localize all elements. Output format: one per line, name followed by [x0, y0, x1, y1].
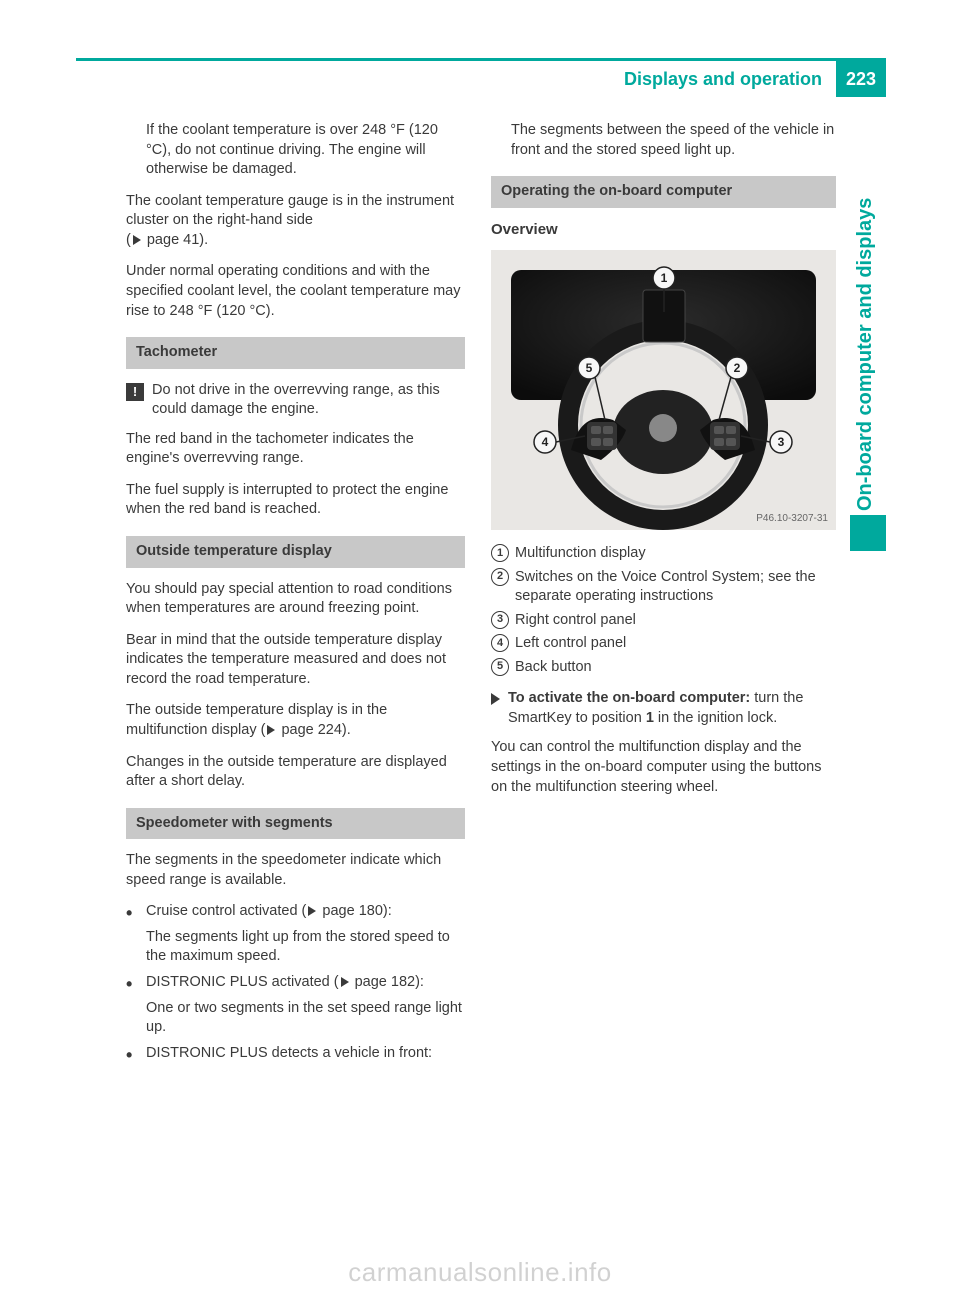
chapter-title: Displays and operation	[624, 61, 836, 97]
text-span: The segments light up from the stored sp…	[146, 929, 450, 965]
text-span: (( page 41). page 41).	[126, 232, 208, 248]
text-span: in the ignition lock.	[654, 710, 777, 726]
overview-subheading: Overview	[491, 220, 836, 240]
side-tab-marker	[850, 515, 886, 551]
control-paragraph: You can control the multifunction displa…	[491, 738, 836, 797]
page-ref-icon	[308, 906, 316, 916]
tach-fuel-text: The fuel supply is interrupted to protec…	[126, 481, 465, 520]
right-column: The segments between the speed of the ve…	[491, 121, 836, 1070]
outtemp-p1: You should pay special attention to road…	[126, 580, 465, 619]
legend-3: 3 Right control panel	[491, 611, 836, 631]
callout-icon: 5	[491, 658, 509, 676]
text-span: One or two segments in the set speed ran…	[146, 1000, 462, 1036]
bullet-text: DISTRONIC PLUS activated ( page 182): On…	[146, 973, 465, 1038]
side-tab: On-board computer and displays	[850, 161, 886, 551]
legend-5: 5 Back button	[491, 658, 836, 678]
speedo-continuation: The segments between the speed of the ve…	[491, 121, 836, 160]
svg-text:3: 3	[778, 435, 785, 449]
watermark: carmanualsonline.info	[348, 1257, 611, 1288]
bullet-text: DISTRONIC PLUS detects a vehicle in fron…	[146, 1044, 432, 1064]
content-columns: If the coolant temperature is over 248 °…	[76, 97, 886, 1070]
legend-1: 1 Multifunction display	[491, 544, 836, 564]
coolant-normal-text: Under normal operating conditions and wi…	[126, 262, 465, 321]
step-icon	[491, 693, 500, 705]
coolant-warning-text: If the coolant temperature is over 248 °…	[126, 121, 465, 180]
text-span: Cruise control activated (	[146, 903, 306, 919]
page-ref-icon	[267, 725, 275, 735]
text-bold: 1	[646, 710, 654, 726]
text-span: page 224).	[277, 722, 350, 738]
caution-note: ! Do not drive in the overrevving range,…	[126, 381, 465, 420]
operating-heading: Operating the on-board computer	[491, 176, 836, 208]
steering-wheel-svg: 1 2 3 4 5	[491, 250, 836, 530]
legend-text: Left control panel	[515, 634, 836, 654]
page-ref-icon	[133, 235, 141, 245]
callout-icon: 3	[491, 611, 509, 629]
text-span: DISTRONIC PLUS activated (	[146, 974, 339, 990]
caution-text: Do not drive in the overrevving range, a…	[152, 381, 465, 420]
bullet-distronic: • DISTRONIC PLUS activated ( page 182): …	[126, 973, 465, 1038]
legend-text: Right control panel	[515, 611, 836, 631]
bullet-distronic-front: • DISTRONIC PLUS detects a vehicle in fr…	[126, 1044, 465, 1064]
legend-text: Switches on the Voice Control System; se…	[515, 568, 836, 607]
outtemp-p4: Changes in the outside temperature are d…	[126, 753, 465, 792]
side-tab-label: On-board computer and displays	[854, 161, 882, 511]
tachometer-heading: Tachometer	[126, 337, 465, 369]
outtemp-p2: Bear in mind that the outside temperatur…	[126, 631, 465, 690]
bullet-icon: •	[126, 1046, 138, 1064]
callout-icon: 1	[491, 544, 509, 562]
left-column: If the coolant temperature is over 248 °…	[126, 121, 465, 1070]
svg-text:4: 4	[542, 435, 549, 449]
bullet-icon: •	[126, 975, 138, 993]
coolant-gauge-text: The coolant temperature gauge is in the …	[126, 192, 465, 251]
bullet-text: Cruise control activated ( page 180): Th…	[146, 902, 465, 967]
text-span: page 182):	[351, 974, 424, 990]
outtemp-p3: The outside temperature display is in th…	[126, 701, 465, 740]
tach-redband-text: The red band in the tachometer indicates…	[126, 430, 465, 469]
page-ref-icon	[341, 977, 349, 987]
caution-icon: !	[126, 383, 144, 401]
activate-step: To activate the on-board computer: turn …	[491, 689, 836, 728]
bullet-icon: •	[126, 904, 138, 922]
svg-text:2: 2	[734, 361, 741, 375]
text-span: page 180):	[318, 903, 391, 919]
legend-2: 2 Switches on the Voice Control System; s…	[491, 568, 836, 607]
page-frame: Displays and operation 223 On-board comp…	[76, 58, 886, 1246]
legend-4: 4 Left control panel	[491, 634, 836, 654]
page-header: Displays and operation 223	[76, 61, 886, 97]
speedo-p1: The segments in the speedometer indicate…	[126, 851, 465, 890]
speedometer-heading: Speedometer with segments	[126, 808, 465, 840]
text-bold: To activate the on-board computer:	[508, 690, 750, 706]
outside-temp-heading: Outside temperature display	[126, 536, 465, 568]
steering-wheel-figure: 1 2 3 4 5 P46.10-3207-31	[491, 250, 836, 530]
legend-text: Back button	[515, 658, 836, 678]
svg-text:1: 1	[661, 271, 668, 285]
step-text: To activate the on-board computer: turn …	[508, 689, 836, 728]
callout-icon: 4	[491, 634, 509, 652]
legend-text: Multifunction display	[515, 544, 836, 564]
callout-icon: 2	[491, 568, 509, 586]
svg-text:5: 5	[586, 361, 593, 375]
figure-label: P46.10-3207-31	[756, 512, 828, 526]
bullet-cruise: • Cruise control activated ( page 180): …	[126, 902, 465, 967]
page-number: 223	[836, 61, 886, 97]
text-span: The coolant temperature gauge is in the …	[126, 193, 454, 229]
